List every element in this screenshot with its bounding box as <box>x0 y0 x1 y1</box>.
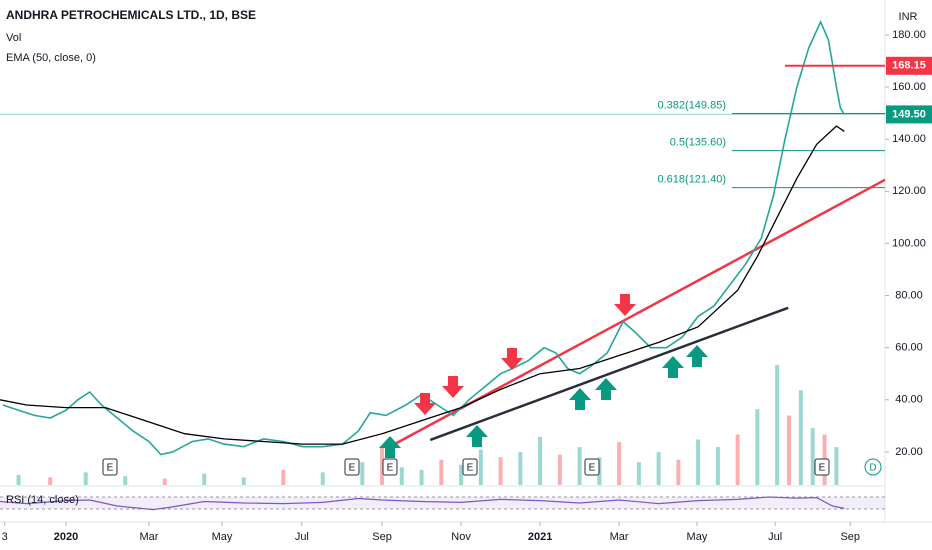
fib-label: 0.618(121.40) <box>658 174 727 186</box>
y-tick-label: 60.00 <box>895 342 923 354</box>
volume-bar <box>676 459 681 485</box>
volume-bar <box>557 454 562 485</box>
price-tag <box>886 56 932 75</box>
y-tick-label: 80.00 <box>895 289 923 301</box>
dividend-marker <box>864 458 882 476</box>
x-tick-label: Jul <box>295 531 309 543</box>
volume-bar <box>202 473 207 485</box>
series-line <box>2 19 845 456</box>
volume-bar <box>360 462 365 485</box>
volume-bar <box>715 447 720 485</box>
earnings-label: E <box>107 463 114 474</box>
earnings-marker <box>814 458 830 476</box>
x-tick-label: Mar <box>139 531 158 543</box>
rsi-band <box>0 497 885 509</box>
volume-bar <box>735 434 740 485</box>
plot: 20.00 40.00 60.00 80.00 100.00 120.00 140.00 16… <box>0 19 932 543</box>
volume-bar <box>48 477 53 485</box>
earnings-label: E <box>589 463 596 474</box>
x-tick-label: Mar <box>610 531 629 543</box>
x-tick-label: Jul <box>768 531 782 543</box>
volume-bar <box>498 457 503 485</box>
trendline <box>429 306 789 442</box>
volume-bar <box>83 472 88 485</box>
volume-bar <box>577 447 582 485</box>
earnings-marker <box>382 458 398 476</box>
arrows <box>379 294 708 458</box>
volume-bar <box>798 390 803 485</box>
volume-bar <box>399 467 404 485</box>
y-tick-label: 180.00 <box>892 29 926 41</box>
volume-bar <box>518 452 523 485</box>
earnings-label: E <box>387 463 394 474</box>
volume-bar <box>538 437 543 485</box>
price-tag-label: 149.50 <box>892 108 926 120</box>
volume-bar <box>281 469 286 485</box>
price-tag <box>886 105 932 124</box>
y-tick-label: 120.00 <box>892 185 926 197</box>
y-tick-label: 20.00 <box>895 446 923 458</box>
x-tick-label: 2020 <box>54 531 78 543</box>
x-tick-label: Sep <box>840 531 860 543</box>
x-tick-label: Nov <box>451 531 471 543</box>
rsi-title: RSI (14, close) <box>6 494 79 506</box>
volume-bar <box>478 449 483 485</box>
x-tick-label: May <box>212 531 233 543</box>
earnings-marker <box>344 458 360 476</box>
legend-item: Vol <box>6 32 21 44</box>
fib-label: 0.382(149.85) <box>658 99 727 111</box>
volume-bar <box>419 469 424 485</box>
volume-bar <box>617 442 622 485</box>
dividend-label: D <box>869 463 876 474</box>
volume-bar <box>16 474 21 485</box>
series-line <box>0 125 845 445</box>
earnings-marker <box>584 458 600 476</box>
x-tick-label: 3 <box>2 531 8 543</box>
earnings-marker <box>102 458 118 476</box>
earnings-label: E <box>819 463 826 474</box>
fib-label: 0.5(135.60) <box>670 137 726 149</box>
volume-bar <box>241 477 246 485</box>
volume-bar <box>439 459 444 485</box>
earnings-label: E <box>349 463 356 474</box>
volume-bar <box>775 365 780 485</box>
volume-bar <box>696 439 701 485</box>
x-tick-label: May <box>687 531 708 543</box>
volume-bar <box>834 447 839 485</box>
x-tick-label: 2021 <box>528 531 552 543</box>
volume-bar <box>810 428 815 485</box>
y-tick-label: 100.00 <box>892 237 926 249</box>
y-tick-label: 160.00 <box>892 81 926 93</box>
y-tick-label: 40.00 <box>895 394 923 406</box>
legend-item: EMA (50, close, 0) <box>6 52 96 64</box>
volume-bar <box>786 415 791 485</box>
earnings-marker <box>462 458 478 476</box>
volume-bar <box>656 452 661 485</box>
volume-bar <box>162 478 167 485</box>
volume-bar <box>636 462 641 485</box>
currency-label: INR <box>899 11 918 23</box>
rsi-line <box>0 496 845 511</box>
x-tick-label: Sep <box>372 531 392 543</box>
chart-title: ANDHRA PETROCHEMICALS LTD., 1D, BSE <box>6 8 256 22</box>
volume-bar <box>320 472 325 485</box>
volume-bar <box>459 464 464 485</box>
volume-bar <box>755 409 760 485</box>
earnings-label: E <box>467 463 474 474</box>
y-tick-label: 140.00 <box>892 133 926 145</box>
volume-bar <box>123 476 128 485</box>
price-tag-label: 168.15 <box>892 60 926 72</box>
volume-bar <box>380 447 385 485</box>
